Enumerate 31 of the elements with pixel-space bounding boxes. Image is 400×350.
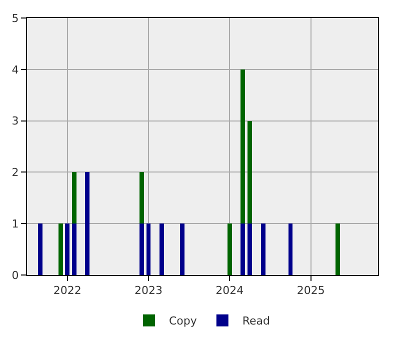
- bar: [240, 224, 246, 275]
- bar: [248, 224, 252, 275]
- bar: [288, 224, 293, 275]
- bar: [139, 224, 144, 275]
- x-tick-label: 2024: [216, 284, 244, 298]
- bar: [58, 224, 63, 275]
- bar: [335, 224, 340, 275]
- y-tick-label: 4: [12, 63, 19, 76]
- legend-label: Read: [242, 314, 270, 328]
- x-tick-label: 2022: [53, 284, 82, 298]
- y-tick-label: 3: [12, 114, 19, 128]
- bar: [72, 224, 77, 275]
- bar: [227, 224, 232, 275]
- bar: [180, 224, 184, 275]
- y-tick-label: 0: [12, 268, 19, 282]
- bar: [38, 224, 43, 275]
- bar: [248, 120, 252, 224]
- bar: [240, 69, 246, 224]
- bar: [65, 224, 70, 275]
- bar: [159, 224, 164, 275]
- x-tick-label: 2025: [296, 284, 325, 298]
- y-tick-label: 1: [12, 217, 19, 230]
- y-tick-label: 2: [12, 166, 19, 180]
- legend-label: Copy: [169, 314, 198, 328]
- y-tick-label: 5: [12, 12, 19, 25]
- bar: [146, 224, 151, 275]
- bar: [85, 172, 90, 275]
- x-tick-label: 2023: [134, 284, 163, 298]
- bar: [139, 172, 144, 224]
- bar: [72, 172, 77, 224]
- bar: [261, 224, 266, 275]
